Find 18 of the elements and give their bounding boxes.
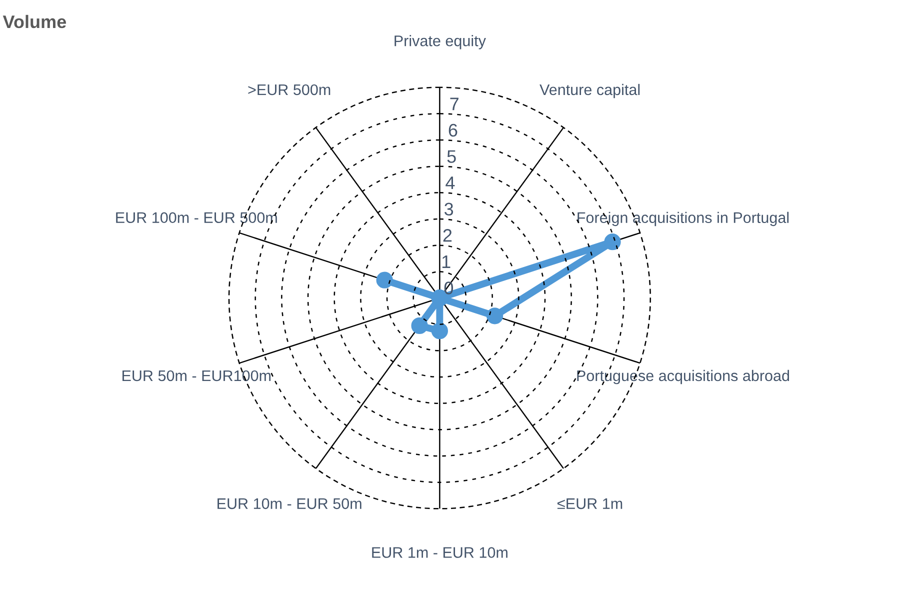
spoke-label: Venture capital xyxy=(540,84,640,98)
y-tick-label: 1 xyxy=(442,256,450,268)
y-tick-label: 3 xyxy=(444,202,454,216)
y-tick-label: 2 xyxy=(443,229,452,242)
spoke-label: EUR 50m - EUR100m xyxy=(122,370,271,382)
spoke-label: Private equity xyxy=(394,35,486,50)
y-tick-label: 7 xyxy=(450,98,458,110)
spoke-label: EUR 100m - EUR 500m xyxy=(116,212,277,224)
spoke-label: Portuguese acquisitions abroad xyxy=(577,370,790,384)
y-tick-label: 6 xyxy=(448,124,458,137)
spoke-label: Foreign acquisitions in Portugal xyxy=(578,212,789,226)
y-tick-label: 4 xyxy=(446,176,455,190)
spoke-label: ≤EUR 1m xyxy=(557,498,622,510)
y-tick-label: 5 xyxy=(447,150,456,163)
spoke-label: EUR 10m - EUR 50m xyxy=(218,498,362,510)
spoke-label: >EUR 500m xyxy=(248,84,330,96)
chart-title: Volume xyxy=(2,14,66,28)
spoke-label: EUR 1m - EUR 10m xyxy=(372,547,508,558)
